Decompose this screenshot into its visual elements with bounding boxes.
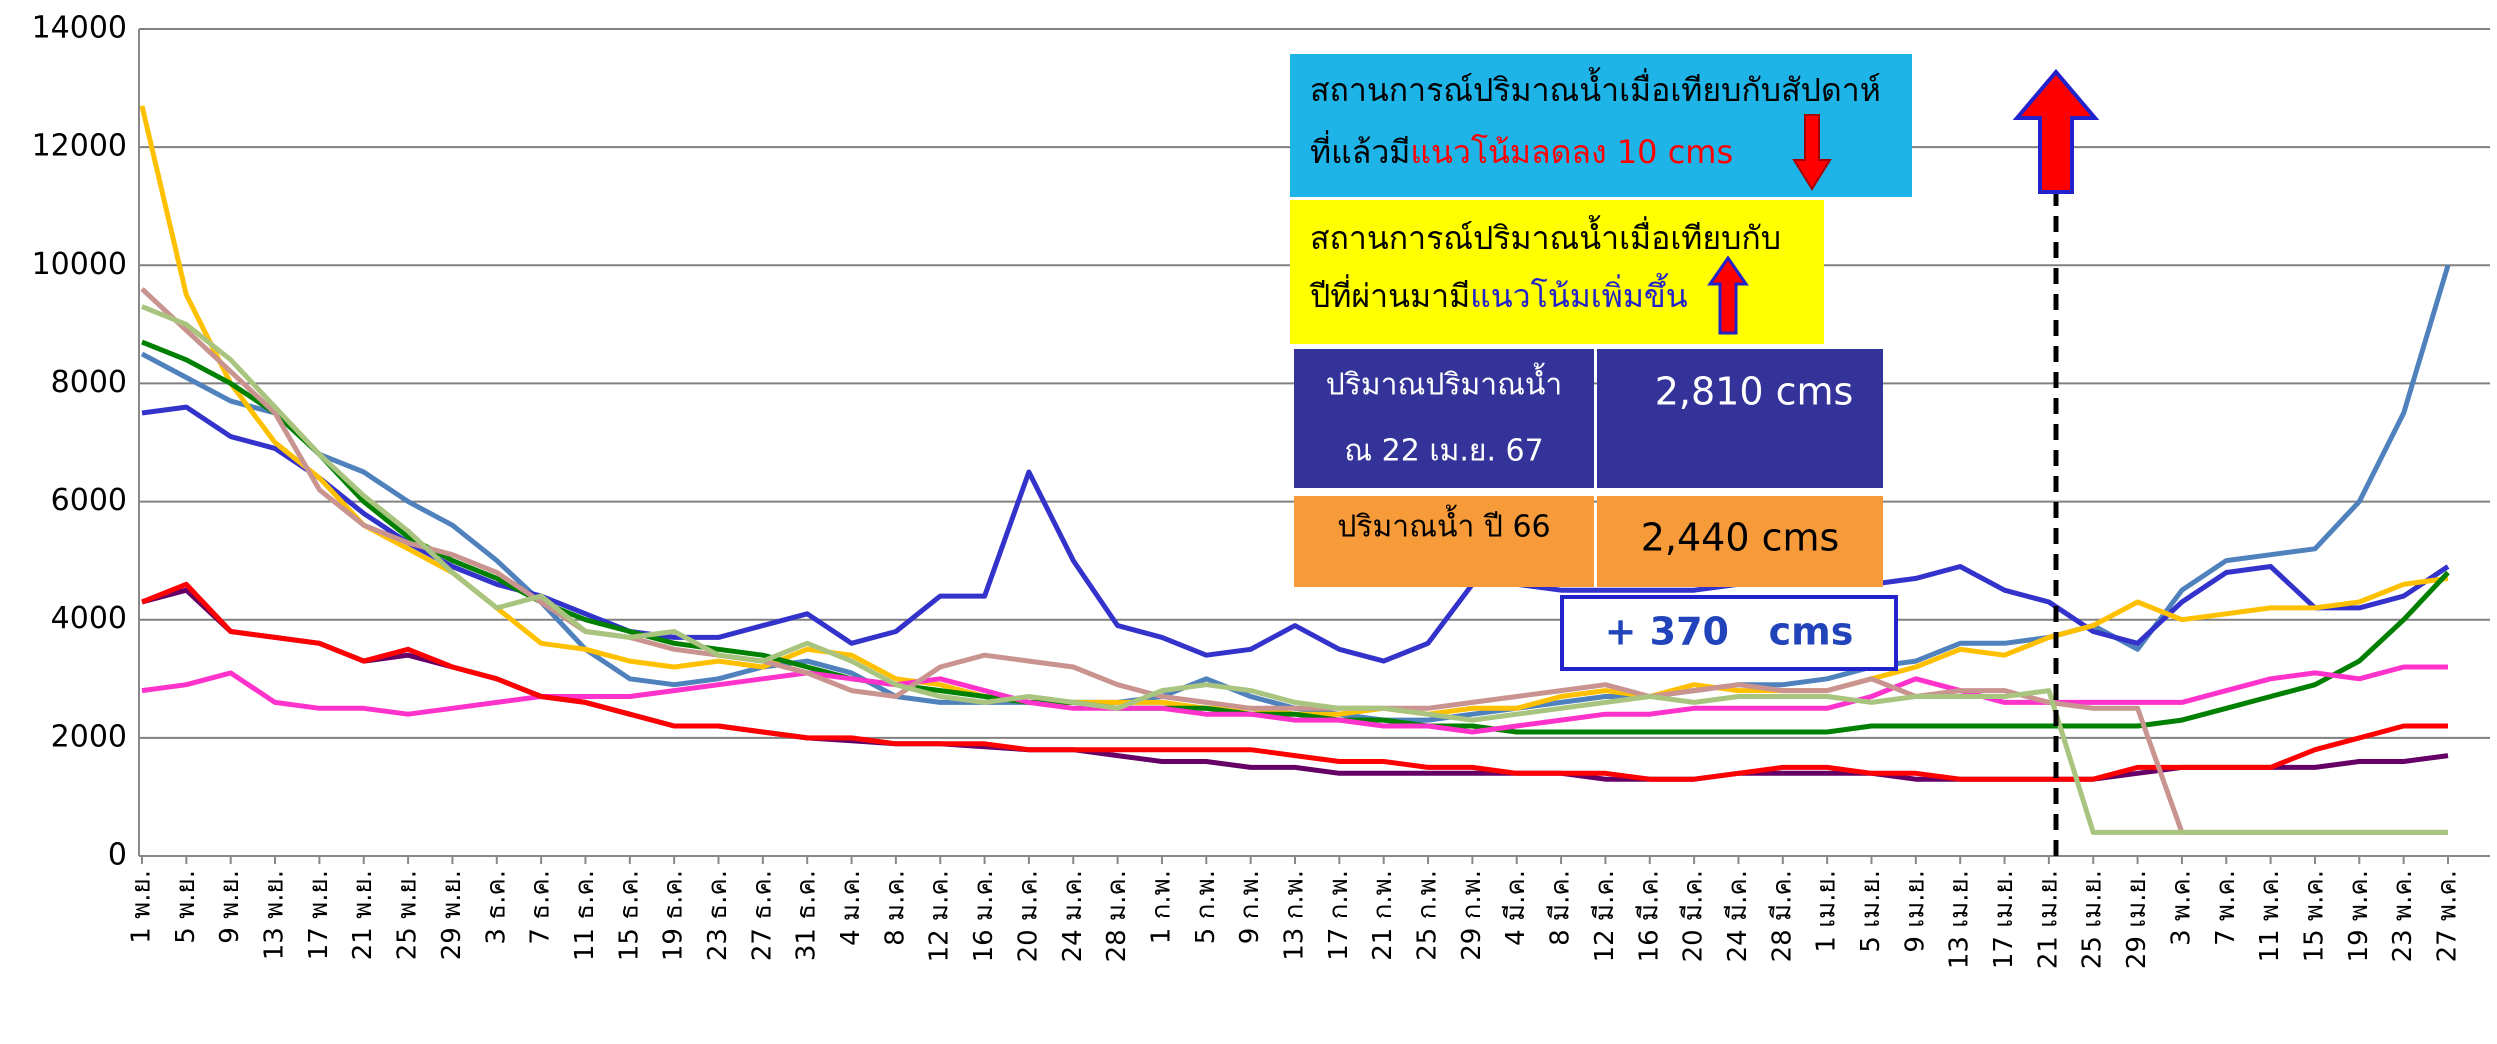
y-tick-label: 0 — [108, 838, 127, 873]
x-tick-label: 11 ธ.ค. — [570, 870, 600, 961]
x-tick-label: 12 มี.ค. — [1590, 870, 1620, 962]
x-tick-label: 15 พ.ค. — [2299, 870, 2329, 962]
y-tick-label: 12000 — [32, 129, 127, 164]
table-cell — [1597, 349, 1883, 488]
y-tick-label: 4000 — [51, 601, 127, 636]
y-tick-label: 8000 — [51, 365, 127, 400]
series-line — [141, 304, 2448, 835]
series-line — [140, 287, 2448, 835]
table-cell — [1294, 349, 1594, 488]
x-tick-label: 20 มี.ค. — [1679, 870, 1709, 962]
x-tick-label: 28 ม.ค. — [1102, 870, 1132, 962]
x-tick-label: 8 มี.ค. — [1546, 870, 1576, 946]
x-tick-label: 8 ม.ค. — [880, 870, 910, 946]
difference-box — [1560, 595, 1898, 671]
x-tick-label: 31 ธ.ค. — [792, 870, 822, 961]
table-cell — [1294, 496, 1594, 587]
x-tick-label: 27 พ.ค. — [2433, 870, 2463, 962]
x-tick-label: 21 เม.ย. — [2033, 870, 2063, 969]
x-tick-label: 29 เม.ย. — [2122, 870, 2152, 969]
lines — [139, 105, 2451, 835]
difference: + 370 cms — [1605, 610, 1854, 654]
up-arrow-small — [1707, 255, 1749, 335]
table-value: 2,810 cms — [1655, 370, 1854, 414]
x-tick-label: 9 เม.ย. — [1900, 870, 1930, 953]
x-tick-label: 13 พ.ย. — [260, 870, 290, 960]
x-tick-label: 19 พ.ค. — [2344, 870, 2374, 962]
x-tick-label: 7 พ.ค. — [2211, 870, 2241, 946]
x-tick-label: 4 มี.ค. — [1501, 870, 1531, 946]
y-tick-label: 10000 — [32, 247, 127, 282]
week-text-prefix: ที่แล้วมี — [1310, 130, 1410, 171]
x-tick-label: 24 มี.ค. — [1723, 870, 1753, 962]
x-tick-label: 4 ม.ค. — [836, 870, 866, 946]
y-labels: 0 2000 4000 6000 8000 10000 12000 14000 — [32, 11, 127, 873]
year-text-highlight: แนวโน้มเพิ่มขึ้น — [1470, 273, 1688, 315]
y-tick-label: 2000 — [51, 719, 127, 754]
x-tick-label: 17 พ.ย. — [304, 870, 334, 960]
x-tick-label: 7 ธ.ค. — [526, 870, 556, 945]
table-value: 2,440 cms — [1641, 516, 1840, 560]
x-tick-label: 21 ก.พ. — [1368, 870, 1398, 961]
year-text-prefix: ปีที่ผ่านมามี — [1309, 274, 1470, 315]
x-tick-label: 15 ธ.ค. — [614, 870, 644, 961]
x-tick-label: 16 ม.ค. — [969, 870, 999, 962]
x-tick-label: 23 ธ.ค. — [703, 870, 733, 961]
x-tick-label: 29 ก.พ. — [1457, 870, 1487, 961]
x-tick-label: 23 พ.ค. — [2388, 870, 2418, 962]
series-line — [141, 581, 2448, 782]
year-text: สถานการณ์ปริมาณน้ำเมื่อเทียบกับ — [1310, 215, 1781, 257]
table-label: ปริมาณปริมาณน้ำ — [1326, 363, 1563, 403]
week-text: ที่แล้วมีแนวโน้มลดลง 10 cms — [1310, 130, 1733, 171]
x-tick-label: 25 พ.ย. — [393, 870, 423, 960]
x-tick-label: 1 พ.ย. — [127, 870, 157, 944]
x-tick-label: 13 เม.ย. — [1945, 870, 1975, 969]
x-tick-label: 25 ก.พ. — [1413, 870, 1443, 961]
down-arrow — [1792, 114, 1832, 191]
x-tick-label: 17 ก.พ. — [1324, 870, 1354, 961]
week-text: สถานการณ์ปริมาณน้ำเมื่อเทียบกับสัปดาห์ — [1310, 67, 1881, 109]
x-tick-label: 25 เม.ย. — [2078, 870, 2108, 969]
x-tick-label: 1 เม.ย. — [1812, 870, 1842, 953]
table-label: ณ 22 เม.ย. 67 — [1344, 434, 1543, 469]
year-text: ปีที่ผ่านมามีแนวโน้มเพิ่มขึ้น — [1309, 273, 1688, 315]
x-tick-label: 5 พ.ย. — [171, 870, 201, 944]
x-tick-label: 3 ธ.ค. — [481, 870, 511, 945]
x-tick-label: 20 ม.ค. — [1013, 870, 1043, 962]
y-tick-label: 6000 — [51, 483, 127, 518]
x-tick-label: 13 ก.พ. — [1280, 870, 1310, 961]
x-tick-label: 17 เม.ย. — [1989, 870, 2019, 969]
x-tick-label: 24 ม.ค. — [1058, 870, 1088, 962]
x-tick-label: 12 ม.ค. — [925, 870, 955, 962]
y-tick-label: 14000 — [32, 11, 127, 46]
x-tick-label: 9 ก.พ. — [1235, 870, 1265, 944]
x-tick-label: 1 ก.พ. — [1146, 870, 1176, 944]
x-tick-label: 5 ก.พ. — [1191, 870, 1221, 944]
x-tick-label: 21 พ.ย. — [348, 870, 378, 960]
week-text-highlight: แนวโน้มลดลง 10 cms — [1410, 133, 1733, 171]
x-tick-label: 19 ธ.ค. — [659, 870, 689, 961]
table-cell — [1597, 496, 1883, 587]
x-labels: 1 พ.ย. 5 พ.ย. 9 พ.ย. 13 พ.ย. 17 พ.ย. 21 พ.ย. 2… — [127, 856, 2463, 969]
x-tick-label: 5 เม.ย. — [1856, 870, 1886, 953]
x-tick-label: 29 พ.ย. — [437, 870, 467, 960]
x-tick-label: 9 พ.ย. — [215, 870, 245, 944]
table-label: ปริมาณน้ำ ปี 66 — [1337, 505, 1550, 545]
x-tick-label: 27 ธ.ค. — [747, 870, 777, 961]
x-tick-label: 11 พ.ค. — [2255, 870, 2285, 962]
x-tick-label: 16 มี.ค. — [1634, 870, 1664, 962]
x-tick-label: 28 มี.ค. — [1767, 870, 1797, 962]
x-tick-label: 3 พ.ค. — [2166, 870, 2196, 946]
up-arrow — [2012, 68, 2100, 194]
